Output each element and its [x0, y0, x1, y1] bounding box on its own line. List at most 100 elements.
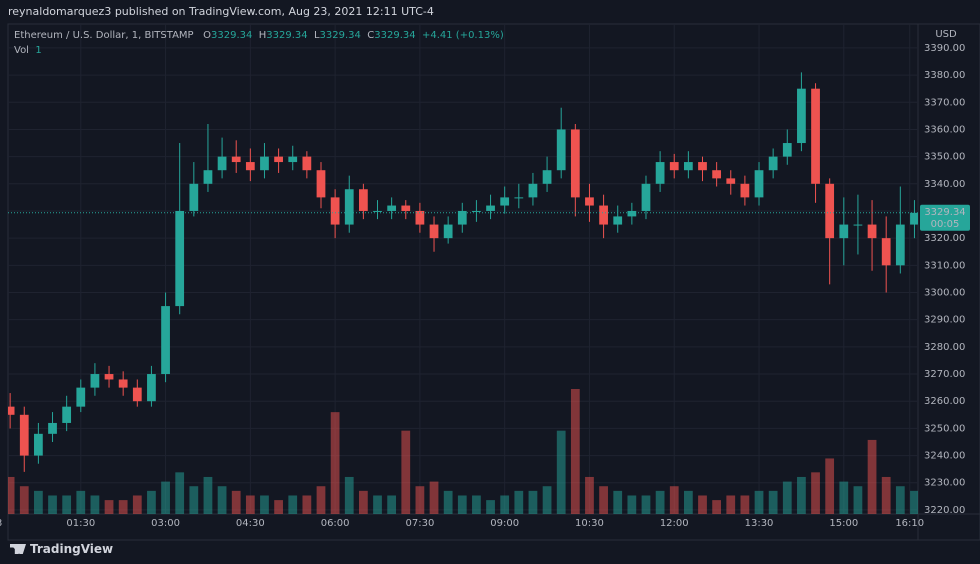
candle-body [839, 224, 849, 239]
volume-bar [712, 500, 722, 514]
volume-bar [104, 500, 114, 514]
candle-body [754, 170, 764, 198]
header: reynaldomarquez3 published on TradingVie… [8, 5, 434, 18]
volume-bar [316, 486, 326, 514]
candle-body [500, 197, 510, 206]
legend-label: O [203, 30, 211, 41]
candle-body [542, 170, 552, 184]
x-tick-label: 16:10 [895, 518, 924, 529]
candle-body [570, 129, 580, 198]
candle-body [90, 374, 100, 388]
volume-bar [472, 495, 481, 514]
volume-bar [811, 472, 820, 514]
y-tick-label: 3390.00 [924, 43, 965, 54]
candle-body [330, 197, 340, 225]
candle-body [288, 156, 298, 163]
candle-body [387, 205, 397, 211]
x-tick-label: 15:00 [829, 518, 858, 529]
candle-body [641, 183, 651, 211]
candle-body [457, 210, 467, 225]
y-tick-label: 3240.00 [924, 451, 965, 462]
candle-body [811, 88, 820, 184]
candle-body [217, 156, 227, 171]
volume-bar [486, 500, 495, 514]
chart-frame [7, 23, 980, 541]
volume-bar [881, 476, 891, 514]
candle-body [669, 162, 679, 171]
volume-bar [627, 495, 637, 514]
candle-body [245, 162, 255, 171]
candle-body [48, 422, 57, 434]
volume-label: Vol [14, 45, 29, 56]
volume-bar [726, 495, 736, 514]
volume-bar [34, 490, 43, 514]
y-tick-label: 3340.00 [924, 179, 965, 190]
volume-bar [330, 412, 340, 514]
legend-change: +4.41 (+0.13%) [421, 30, 504, 41]
legend-value: 3329.34 [211, 30, 253, 41]
candle-body [260, 156, 269, 171]
volume-bar [8, 476, 15, 514]
y-tick-label: 3350.00 [924, 152, 965, 163]
volume-bar [782, 481, 792, 514]
candle-body [585, 197, 594, 206]
volume-bar [217, 486, 227, 514]
volume-bar [556, 430, 566, 514]
volume-legend: Vol 1 [14, 45, 42, 56]
y-tick-label: 3310.00 [924, 260, 965, 271]
candle-body [76, 387, 86, 407]
volume-value: 1 [35, 45, 42, 56]
volume-bar [825, 458, 835, 514]
candle-body [344, 189, 354, 225]
candle-body [104, 374, 114, 380]
candle-body [443, 224, 453, 239]
volume-bar [542, 486, 552, 514]
volume-bar [358, 490, 368, 514]
volume-bar [302, 495, 312, 514]
x-tick-label: 23 [0, 518, 2, 529]
volume-bar [19, 486, 29, 514]
candle-body [203, 170, 213, 184]
volume-bar [655, 490, 665, 514]
candle-body [599, 205, 608, 225]
candle-body [19, 414, 29, 456]
last-price-label: 3329.34 [924, 207, 965, 218]
candle-body [118, 379, 128, 388]
y-tick-label: 3250.00 [924, 423, 965, 434]
candle-body [740, 183, 750, 198]
volume-bar [132, 495, 142, 514]
volume-bar [570, 389, 580, 514]
candle-body [8, 406, 15, 415]
y-tick-label: 3360.00 [924, 124, 965, 135]
volume-bar [161, 481, 170, 514]
brand: TradingView [10, 542, 113, 556]
volume-bar [613, 490, 623, 514]
candle-body [825, 183, 835, 239]
volume-bar [373, 495, 382, 514]
candle-body [726, 178, 736, 184]
volume-bar [669, 486, 679, 514]
volume-bar [429, 481, 439, 514]
x-tick-label: 13:30 [745, 518, 774, 529]
x-tick-label: 03:00 [151, 518, 180, 529]
y-tick-label: 3290.00 [924, 315, 965, 326]
candle-body [302, 156, 312, 171]
volume-bar [76, 490, 86, 514]
candle-body [853, 224, 863, 226]
volume-bar [528, 490, 538, 514]
candle-body [881, 238, 891, 266]
candle-body [401, 205, 411, 211]
volume-bar [698, 495, 707, 514]
candle-body [373, 210, 382, 212]
y-tick-label: 3370.00 [924, 97, 965, 108]
volume-bar [768, 490, 778, 514]
volume-bar [839, 481, 849, 514]
volume-bar [641, 495, 651, 514]
y-tick-label: 3380.00 [924, 70, 965, 81]
candle-body [231, 156, 241, 163]
y-tick-label: 3230.00 [924, 478, 965, 489]
candle-body [415, 210, 425, 225]
candle-body [132, 387, 142, 402]
